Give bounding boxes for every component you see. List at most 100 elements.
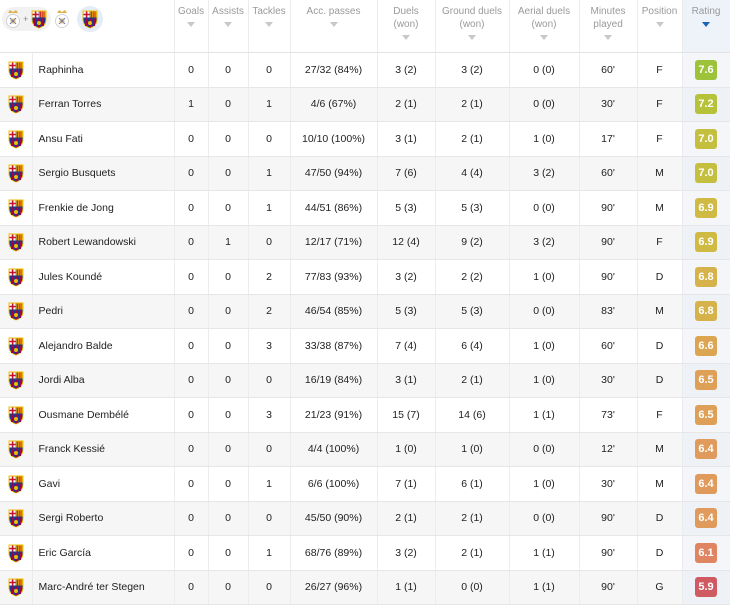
table-row[interactable]: Gavi 0 0 1 6/6 (100%) 7 (1) 6 (1) 1 (0) … (0, 466, 730, 502)
position-cell: F (637, 121, 683, 157)
minutes-cell: 30' (579, 466, 638, 502)
rating-badge: 6.9 (695, 197, 718, 218)
column-header-minutes-played[interactable]: Minutes played (579, 0, 638, 53)
player-name[interactable]: Sergi Roberto (32, 501, 175, 536)
column-header-aerial-duels[interactable]: Aerial duels (won) (509, 0, 580, 53)
player-name[interactable]: Jordi Alba (32, 363, 175, 398)
table-row[interactable]: Jules Koundé 0 0 2 77/83 (93%) 3 (2) 2 (… (0, 259, 730, 295)
table-row[interactable]: Jordi Alba 0 0 0 16/19 (84%) 3 (1) 2 (1)… (0, 363, 730, 398)
player-name[interactable]: Pedri (32, 294, 175, 329)
table-header-row: + (0, 0, 730, 53)
goals-cell: 0 (174, 52, 209, 88)
column-header-label: Assists (212, 6, 244, 17)
table-row[interactable]: Alejandro Balde 0 0 3 33/38 (87%) 7 (4) … (0, 328, 730, 364)
rating-badge: 7.6 (695, 59, 718, 80)
assists-cell: 0 (208, 466, 249, 502)
table-row[interactable]: Robert Lewandowski 0 1 0 12/17 (71%) 12 … (0, 225, 730, 260)
barcelona-crest-icon (8, 475, 24, 494)
column-header-tackles[interactable]: Tackles (248, 0, 291, 53)
aerial-duels-cell: 1 (1) (509, 397, 580, 433)
column-header-goals[interactable]: Goals (174, 0, 209, 53)
goals-cell: 0 (174, 432, 209, 467)
acc-passes-cell: 12/17 (71%) (290, 225, 378, 260)
team-filter-barcelona-button[interactable] (77, 6, 104, 32)
position-cell: D (637, 259, 683, 295)
column-header-duels[interactable]: Duels (won) (377, 0, 436, 53)
column-header-position[interactable]: Position (637, 0, 683, 53)
ground-duels-cell: 14 (6) (435, 397, 510, 433)
duels-cell: 1 (0) (377, 432, 436, 467)
table-row[interactable]: Ferran Torres 1 0 1 4/6 (67%) 2 (1) 2 (1… (0, 87, 730, 122)
player-name[interactable]: Eric García (32, 535, 175, 571)
team-filter-combined-button[interactable]: + (2, 7, 52, 31)
team-filter: + (0, 0, 175, 53)
player-name[interactable]: Sergio Busquets (32, 156, 175, 191)
player-name[interactable]: Raphinha (32, 52, 175, 88)
column-header-acc-passes[interactable]: Acc. passes (290, 0, 378, 53)
table-row[interactable]: Franck Kessié 0 0 0 4/4 (100%) 1 (0) 1 (… (0, 432, 730, 467)
rating-cell: 6.6 (682, 328, 730, 364)
player-name[interactable]: Robert Lewandowski (32, 225, 175, 260)
player-name[interactable]: Gavi (32, 466, 175, 502)
column-header-label: Minutes played (590, 6, 626, 30)
table-row[interactable]: Marc-André ter Stegen 0 0 0 26/27 (96%) … (0, 570, 730, 605)
rating-cell: 6.4 (682, 501, 730, 536)
goals-cell: 0 (174, 397, 209, 433)
column-header-ground-duels[interactable]: Ground duels (won) (435, 0, 510, 53)
player-name[interactable]: Alejandro Balde (32, 328, 175, 364)
rating-badge: 7.2 (695, 94, 718, 115)
goals-cell: 0 (174, 225, 209, 260)
player-name[interactable]: Jules Koundé (32, 259, 175, 295)
rating-badge: 6.4 (695, 508, 718, 529)
table-row[interactable]: Ansu Fati 0 0 0 10/10 (100%) 3 (1) 2 (1)… (0, 121, 730, 157)
table-row[interactable]: Sergio Busquets 0 0 1 47/50 (94%) 7 (6) … (0, 156, 730, 191)
player-name[interactable]: Ferran Torres (32, 87, 175, 122)
barcelona-crest-icon (8, 130, 24, 149)
duels-cell: 5 (3) (377, 190, 436, 226)
player-name[interactable]: Ousmane Dembélé (32, 397, 175, 433)
assists-cell: 0 (208, 121, 249, 157)
table-row[interactable]: Frenkie de Jong 0 0 1 44/51 (86%) 5 (3) … (0, 190, 730, 226)
assists-cell: 0 (208, 259, 249, 295)
duels-cell: 3 (1) (377, 363, 436, 398)
column-header-assists[interactable]: Assists (208, 0, 249, 53)
table-row[interactable]: Eric García 0 0 1 68/76 (89%) 3 (2) 2 (1… (0, 535, 730, 571)
table-row[interactable]: Raphinha 0 0 0 27/32 (84%) 3 (2) 3 (2) 0… (0, 52, 730, 88)
team-logo-cell (0, 225, 33, 260)
table-row[interactable]: Pedri 0 0 2 46/54 (85%) 5 (3) 5 (3) 0 (0… (0, 294, 730, 329)
acc-passes-cell: 47/50 (94%) (290, 156, 378, 191)
acc-passes-cell: 44/51 (86%) (290, 190, 378, 226)
rating-cell: 7.2 (682, 87, 730, 122)
assists-cell: 0 (208, 570, 249, 605)
tackles-cell: 0 (248, 52, 291, 88)
rating-badge: 6.5 (695, 370, 718, 391)
goals-cell: 0 (174, 156, 209, 191)
barcelona-crest-icon (8, 199, 24, 218)
rating-cell: 7.6 (682, 52, 730, 88)
ground-duels-cell: 2 (2) (435, 259, 510, 295)
player-name[interactable]: Ansu Fati (32, 121, 175, 157)
minutes-cell: 73' (579, 397, 638, 433)
goals-cell: 0 (174, 466, 209, 502)
barcelona-crest-icon (8, 268, 24, 287)
player-name[interactable]: Frenkie de Jong (32, 190, 175, 226)
duels-cell: 7 (4) (377, 328, 436, 364)
ground-duels-cell: 9 (2) (435, 225, 510, 260)
minutes-cell: 90' (579, 259, 638, 295)
barcelona-crest-icon (8, 164, 24, 183)
ground-duels-cell: 1 (0) (435, 432, 510, 467)
table-row[interactable]: Sergi Roberto 0 0 0 45/50 (90%) 2 (1) 2 … (0, 501, 730, 536)
duels-cell: 2 (1) (377, 87, 436, 122)
player-name[interactable]: Franck Kessié (32, 432, 175, 467)
ground-duels-cell: 6 (4) (435, 328, 510, 364)
table-row[interactable]: Ousmane Dembélé 0 0 3 21/23 (91%) 15 (7)… (0, 397, 730, 433)
real-madrid-crest-icon[interactable] (54, 9, 70, 29)
assists-cell: 0 (208, 535, 249, 571)
barcelona-crest-icon (8, 61, 24, 80)
ground-duels-cell: 2 (1) (435, 87, 510, 122)
column-header-rating[interactable]: Rating (682, 0, 730, 53)
ground-duels-cell: 2 (1) (435, 535, 510, 571)
player-name[interactable]: Marc-André ter Stegen (32, 570, 175, 605)
team-logo-cell (0, 432, 33, 467)
aerial-duels-cell: 1 (1) (509, 570, 580, 605)
